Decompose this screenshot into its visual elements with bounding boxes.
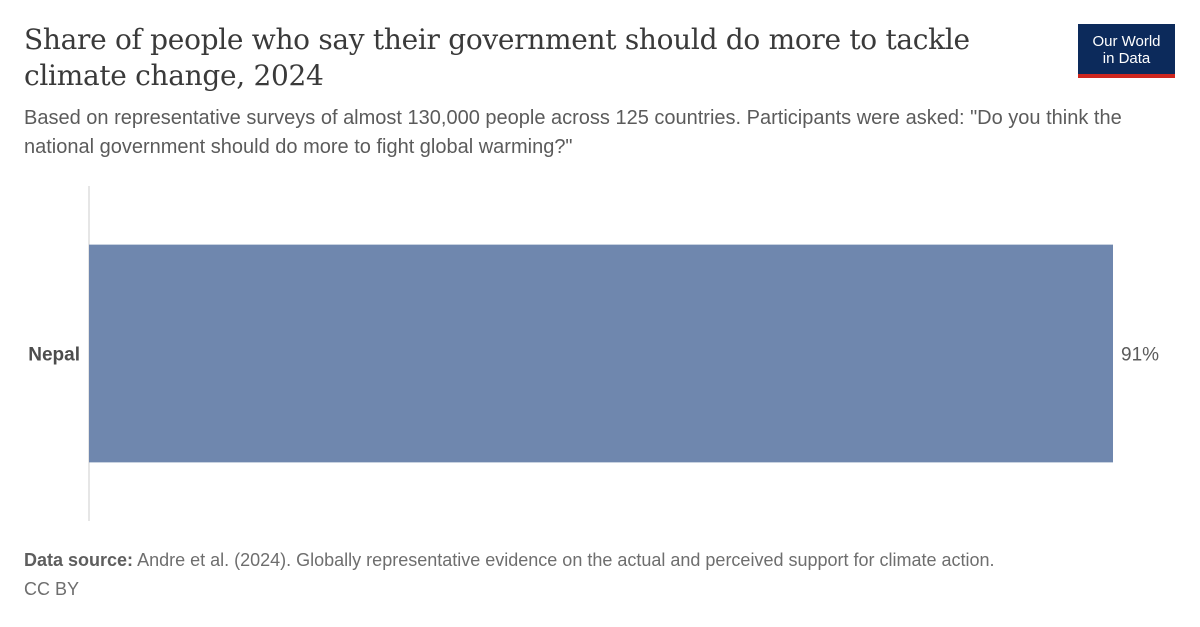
- bar-layer: Nepal 91%: [28, 186, 1159, 521]
- category-label: Nepal: [28, 345, 80, 366]
- bar-nepal[interactable]: [89, 244, 1113, 463]
- chart-subtitle: Based on representative surveys of almos…: [24, 107, 1122, 158]
- owid-logo[interactable]: Our World in Data: [1078, 24, 1175, 78]
- bar-chart: Nepal 91%: [28, 186, 1159, 521]
- chart-title: Share of people who say their government…: [24, 23, 970, 92]
- license-text: CC BY: [24, 579, 80, 599]
- data-source-line: Data source: Andre et al. (2024). Global…: [24, 546, 1184, 575]
- logo-line-1: Our World: [1092, 33, 1161, 50]
- logo-line-2: in Data: [1102, 50, 1151, 67]
- value-label: 91%: [1121, 345, 1159, 366]
- data-source-label: Data source:: [24, 550, 134, 570]
- data-source-text: Andre et al. (2024). Globally representa…: [137, 550, 995, 570]
- chart-footer: Data source: Andre et al. (2024). Global…: [24, 546, 1184, 604]
